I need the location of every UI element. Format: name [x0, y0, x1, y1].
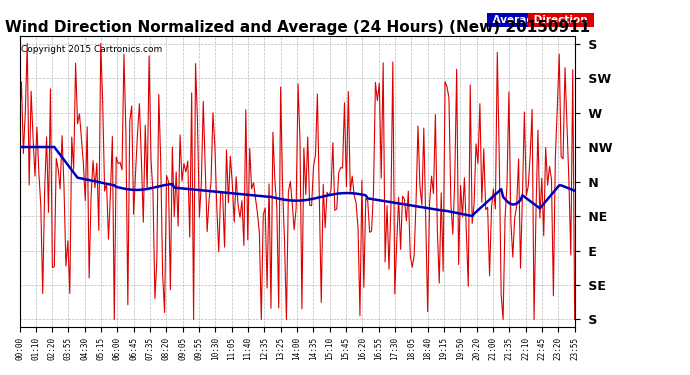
Text: Average: Average: [489, 15, 544, 25]
Text: Copyright 2015 Cartronics.com: Copyright 2015 Cartronics.com: [21, 45, 162, 54]
Title: Wind Direction Normalized and Average (24 Hours) (New) 20150911: Wind Direction Normalized and Average (2…: [5, 20, 590, 35]
Text: Direction: Direction: [530, 15, 591, 25]
